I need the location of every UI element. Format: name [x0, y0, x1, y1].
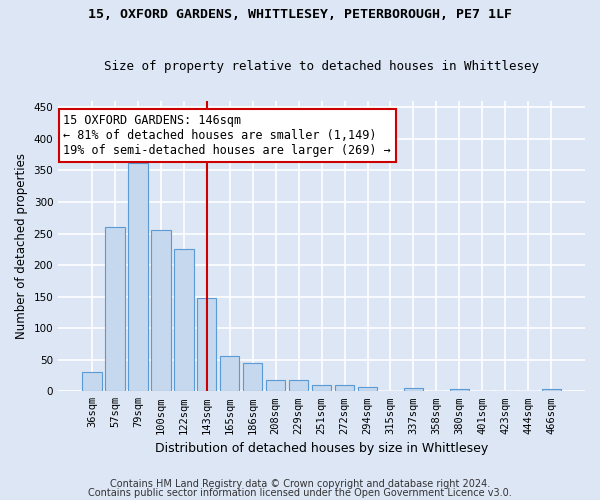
- Bar: [335, 385, 355, 392]
- Text: 15, OXFORD GARDENS, WHITTLESEY, PETERBOROUGH, PE7 1LF: 15, OXFORD GARDENS, WHITTLESEY, PETERBOR…: [88, 8, 512, 20]
- Bar: [243, 363, 262, 392]
- Bar: [151, 230, 170, 392]
- Bar: [404, 388, 423, 392]
- Y-axis label: Number of detached properties: Number of detached properties: [15, 153, 28, 339]
- Bar: [128, 163, 148, 392]
- Text: 15 OXFORD GARDENS: 146sqm
← 81% of detached houses are smaller (1,149)
19% of se: 15 OXFORD GARDENS: 146sqm ← 81% of detac…: [64, 114, 391, 157]
- Bar: [312, 385, 331, 392]
- Text: Contains public sector information licensed under the Open Government Licence v3: Contains public sector information licen…: [88, 488, 512, 498]
- Text: Contains HM Land Registry data © Crown copyright and database right 2024.: Contains HM Land Registry data © Crown c…: [110, 479, 490, 489]
- X-axis label: Distribution of detached houses by size in Whittlesey: Distribution of detached houses by size …: [155, 442, 488, 455]
- Bar: [266, 380, 286, 392]
- Bar: [197, 298, 217, 392]
- Bar: [174, 250, 194, 392]
- Bar: [105, 228, 125, 392]
- Bar: [449, 389, 469, 392]
- Bar: [542, 389, 561, 392]
- Bar: [289, 380, 308, 392]
- Bar: [220, 356, 239, 392]
- Bar: [82, 372, 101, 392]
- Bar: [358, 387, 377, 392]
- Title: Size of property relative to detached houses in Whittlesey: Size of property relative to detached ho…: [104, 60, 539, 74]
